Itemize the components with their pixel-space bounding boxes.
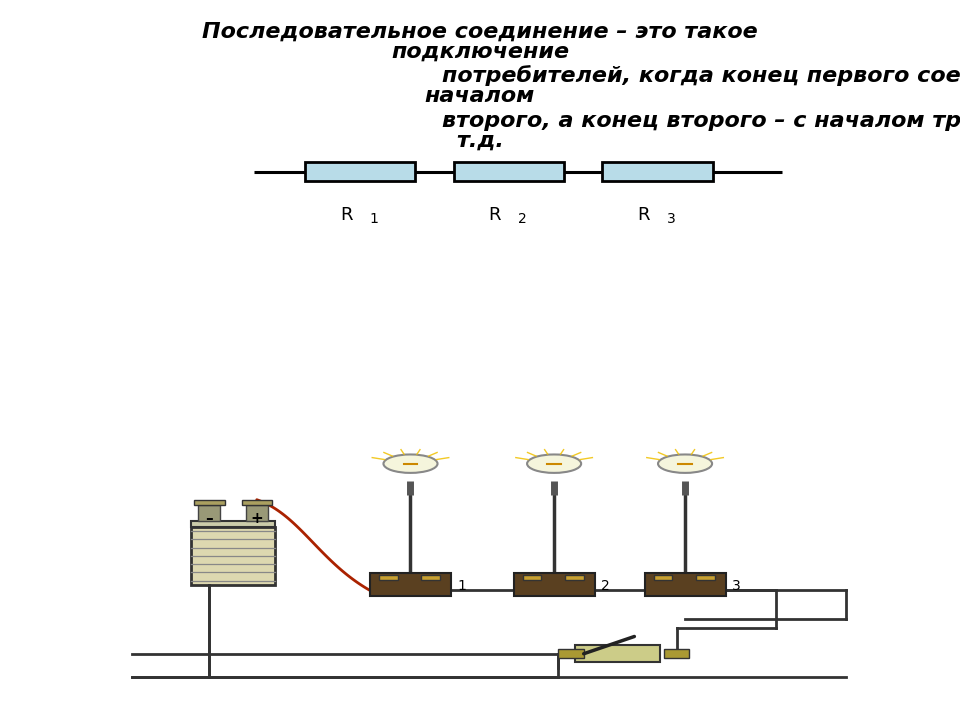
Text: 3: 3 — [732, 579, 740, 593]
Bar — [575, 645, 660, 662]
Text: потребителей, когда конец первого соединяется с: потребителей, когда конец первого соедин… — [442, 66, 960, 86]
Text: R: R — [637, 206, 650, 224]
Bar — [305, 163, 415, 181]
Circle shape — [658, 454, 712, 473]
Text: 2: 2 — [601, 579, 610, 593]
Bar — [565, 575, 584, 580]
Text: подключение: подключение — [391, 41, 569, 61]
Bar — [454, 163, 564, 181]
Text: 3: 3 — [667, 212, 676, 227]
Bar — [664, 649, 689, 658]
Circle shape — [527, 454, 581, 473]
Bar — [603, 163, 712, 181]
Circle shape — [383, 454, 438, 473]
Bar — [199, 505, 221, 521]
Bar — [191, 527, 276, 585]
Bar — [523, 575, 541, 580]
Bar — [370, 573, 451, 596]
Bar — [421, 575, 440, 580]
Bar — [191, 521, 276, 527]
Text: т.д.: т.д. — [456, 130, 504, 150]
Bar — [559, 649, 584, 658]
Text: Последовательное соединение – это такое: Последовательное соединение – это такое — [203, 22, 757, 41]
Text: –: – — [205, 510, 213, 526]
Bar — [246, 505, 268, 521]
Text: R: R — [340, 206, 352, 224]
Text: +: + — [251, 510, 263, 526]
Bar — [194, 500, 225, 505]
Text: началом: началом — [425, 86, 535, 106]
Bar — [644, 573, 726, 596]
Bar — [379, 575, 397, 580]
Bar — [696, 575, 714, 580]
Text: 1: 1 — [457, 579, 466, 593]
Text: R: R — [489, 206, 501, 224]
Bar — [654, 575, 672, 580]
Bar — [514, 573, 594, 596]
Bar — [242, 500, 272, 505]
Text: второго, а конец второго – с началом третьего и: второго, а конец второго – с началом тре… — [442, 111, 960, 130]
Text: 2: 2 — [518, 212, 527, 227]
Text: 1: 1 — [370, 212, 378, 227]
